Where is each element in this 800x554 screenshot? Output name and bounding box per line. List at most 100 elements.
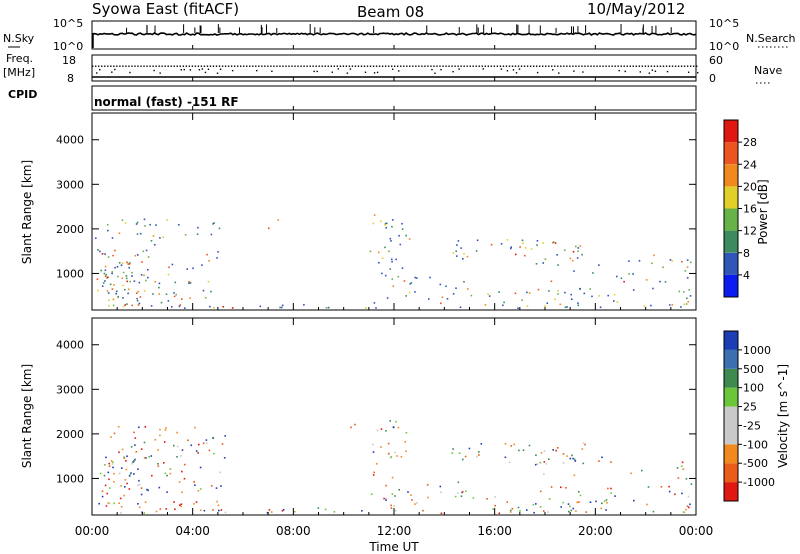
velocity-cell [112,466,114,469]
freq-point [677,65,680,67]
freq-point [161,65,163,67]
power-cell [384,274,387,277]
power-colorbar-swatch [724,186,738,209]
nsearch-label: N.Search [746,32,796,45]
power-cell [391,278,394,280]
power-cell [564,249,566,251]
velocity-cell [144,501,147,503]
velocity-cell [685,478,688,480]
power-cell [632,289,635,291]
nave-tick-top: 60 [709,54,723,67]
freq-point [270,65,272,67]
power-cell [213,222,215,224]
velocity-cell [147,489,149,492]
velocity-cell [572,457,574,460]
velocity-cell [199,488,202,490]
power-cell [544,258,547,260]
velocity-cell [457,492,459,495]
velocity-cell [688,506,690,509]
freq-point [671,65,674,67]
freq-point [439,65,441,67]
power-cell [557,293,559,295]
freq-point [252,65,254,67]
freq-point-low [231,69,234,72]
velocity-cell [140,448,143,450]
power-cell [581,253,583,256]
power-cell [380,220,382,223]
freq-point [372,65,375,67]
power-cell [166,219,168,221]
velocity-cell [601,456,603,459]
freq-point [602,65,604,67]
velocity-cell [684,511,686,514]
power-cell [546,302,549,304]
power-cell [154,281,157,283]
power-cell [456,255,458,257]
freq-point [200,65,203,67]
power-cell [136,221,139,224]
freq-point [424,65,426,67]
power-cell [369,250,372,253]
power-cell [475,250,478,252]
velocity-cell [480,443,483,445]
power-cell [136,300,139,302]
velocity-colorbar-tick-label: -100 [743,438,768,451]
power-cell [681,260,683,263]
velocity-cell [427,496,429,499]
power-cell [138,281,141,284]
power-cell [126,261,128,264]
power-cell [384,224,386,226]
freq-point [291,65,293,67]
freq-point [400,65,402,67]
velocity-cell [180,455,182,457]
power-cell [125,275,128,277]
freq-point [95,65,97,67]
velocity-cell [426,484,429,486]
freq-point [218,65,221,67]
freq-point [575,65,577,67]
velocity-cell [578,491,580,493]
velocity-cell [562,462,565,464]
power-cell [104,265,107,268]
freq-point [406,65,408,67]
freq-point [387,65,390,67]
freq-point [683,65,686,67]
velocity-cell [404,441,406,443]
velocity-cell [582,462,585,465]
freq-point [182,65,184,67]
velocity-cell [350,426,352,429]
velocity-cell [173,501,175,503]
power-cell [121,262,124,264]
freq-point [578,65,580,67]
velocity-cell [375,463,378,465]
velocity-cell [681,461,684,464]
power-cell [500,243,503,245]
velocity-ytick-label: 4000 [56,339,84,352]
power-cell [506,239,509,241]
power-cell [114,266,116,269]
power-cell [189,297,191,299]
power-cell [107,292,110,294]
freq-point [569,65,571,67]
freq-point [276,65,278,67]
freq-point-low [129,71,131,74]
power-cell [576,257,579,259]
velocity-cell [112,461,114,464]
velocity-cell [154,439,157,441]
freq-point [635,65,637,67]
freq-point [176,65,178,67]
power-cell [171,263,174,266]
power-cell [652,287,654,290]
power-cell [141,261,143,263]
freq-point [357,65,360,67]
velocity-cell [140,487,143,489]
velocity-cell [535,454,537,456]
velocity-cell [113,480,115,483]
power-cell [403,280,406,282]
freq-point [605,65,607,67]
velocity-cell [478,454,480,456]
power-cell [280,306,283,309]
velocity-cell [492,508,494,510]
freq-point-low [518,68,521,70]
velocity-cell [476,455,478,458]
